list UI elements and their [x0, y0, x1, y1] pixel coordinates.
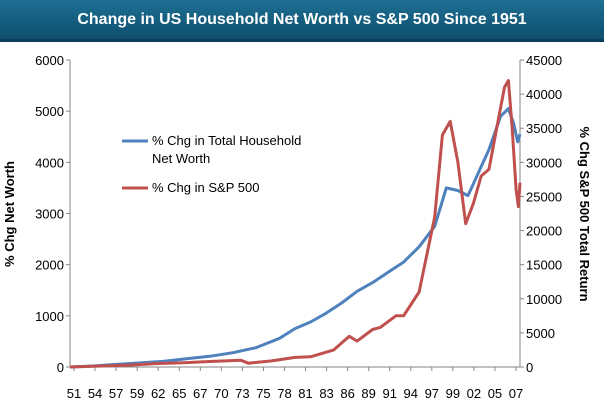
x-tick-label: 07 — [509, 386, 523, 401]
y-left-tick-label: 6000 — [35, 53, 64, 68]
x-tick-label: 86 — [340, 386, 354, 401]
y-left-tick-label: 0 — [57, 360, 64, 375]
x-tick-label: 81 — [298, 386, 312, 401]
x-tick-label: 67 — [193, 386, 207, 401]
y-right-tick-label: 10000 — [526, 292, 562, 307]
x-tick-label: 94 — [404, 386, 418, 401]
y-right-tick-label: 0 — [526, 360, 533, 375]
title-bar: Change in US Household Net Worth vs S&P … — [0, 0, 604, 42]
x-tick-label: 59 — [130, 386, 144, 401]
y-left-tick-label: 1000 — [35, 309, 64, 324]
y-left-tick-label: 5000 — [35, 104, 64, 119]
x-tick-label: 78 — [277, 386, 291, 401]
y-axis-label-right: % Chg S&P 500 Total Return — [577, 126, 592, 301]
series-lines — [69, 79, 522, 369]
y-right-tick-label: 25000 — [526, 189, 562, 204]
x-tick-label: 51 — [67, 386, 81, 401]
axes: 0 1000 2000 3000 4000 5000 6000 0 5000 10000 15000… — [35, 53, 562, 401]
x-tick-label: 99 — [446, 386, 460, 401]
y-right-tick-label: 45000 — [526, 53, 562, 68]
x-tick-label: 91 — [382, 386, 396, 401]
y-right-tick-label: 20000 — [526, 224, 562, 239]
y-right-tick-label: 30000 — [526, 155, 562, 170]
x-tick-label: 62 — [151, 386, 165, 401]
legend-label-sp500: % Chg in S&P 500 — [152, 180, 259, 195]
x-tick-label: 02 — [467, 386, 481, 401]
y-right-tick-label: 35000 — [526, 121, 562, 136]
y-right-tick-label: 40000 — [526, 87, 562, 102]
y-right-tick-label: 15000 — [526, 258, 562, 273]
y-axis-label-left: % Chg Net Worth — [2, 161, 17, 267]
series-line-sp500 — [69, 79, 522, 369]
y-left-tick-label: 3000 — [35, 207, 64, 222]
x-tick-label: 57 — [109, 386, 123, 401]
x-tick-label: 65 — [172, 386, 186, 401]
y-left-tick-label: 2000 — [35, 258, 64, 273]
x-tick-label: 70 — [214, 386, 228, 401]
x-tick-label: 75 — [256, 386, 270, 401]
y-right-tick-label: 5000 — [526, 326, 555, 341]
x-tick-label: 89 — [361, 386, 375, 401]
x-tick-label: 54 — [88, 386, 102, 401]
legend-label-net-worth: Net Worth — [152, 151, 210, 166]
x-tick-label: 83 — [319, 386, 333, 401]
x-tick-label: 05 — [488, 386, 502, 401]
legend: % Chg in Total Household Net Worth % Chg i… — [122, 133, 301, 195]
x-tick-label: 73 — [235, 386, 249, 401]
x-tick-label: 97 — [425, 386, 439, 401]
series-line-net-worth — [69, 107, 522, 369]
legend-label-net-worth: % Chg in Total Household — [152, 133, 301, 148]
y-left-tick-label: 4000 — [35, 155, 64, 170]
chart-title: Change in US Household Net Worth vs S&P … — [77, 11, 527, 28]
